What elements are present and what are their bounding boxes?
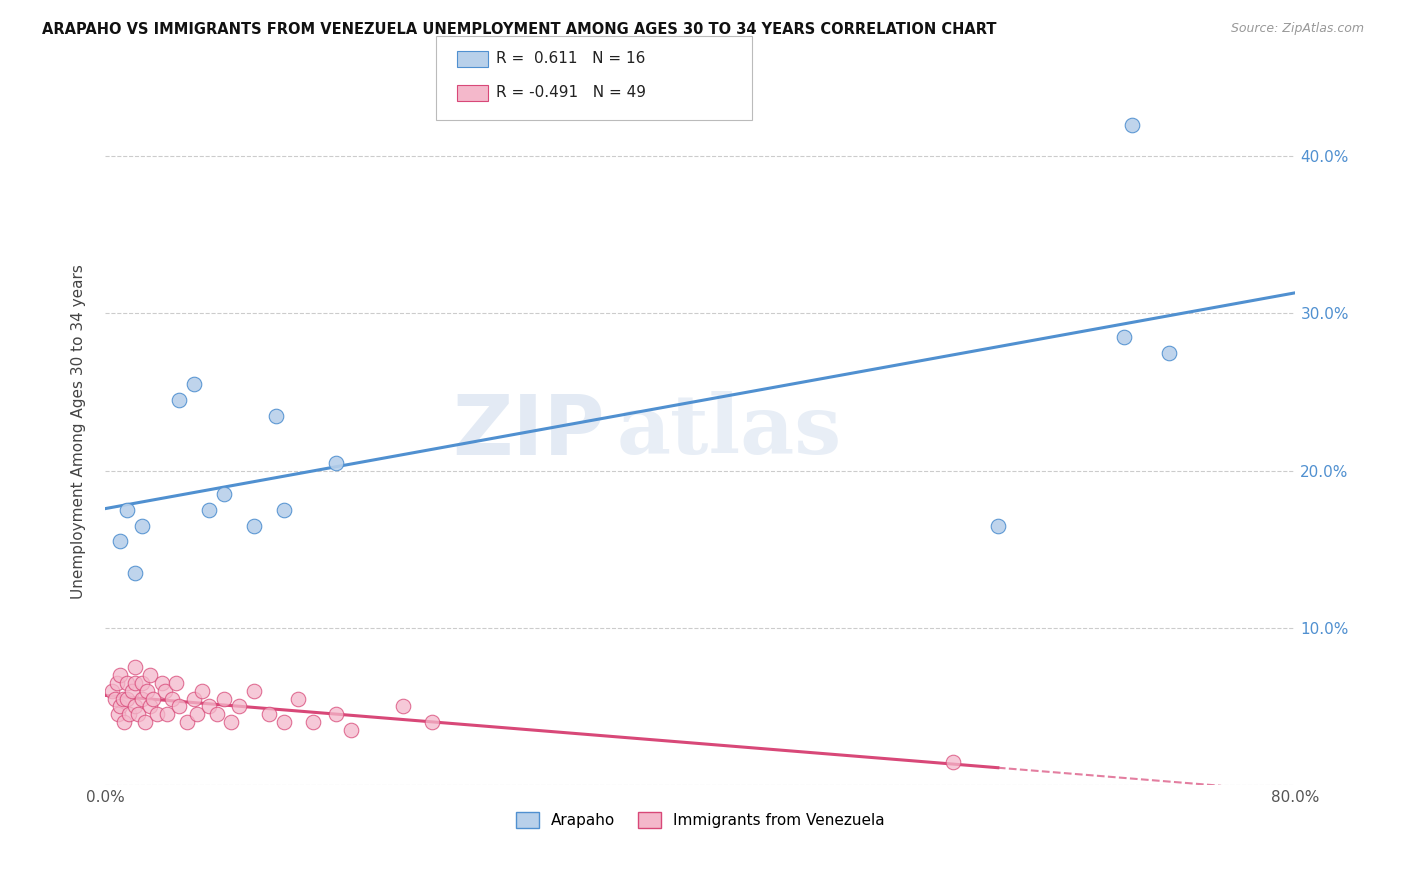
Point xyxy=(264,409,287,423)
Point xyxy=(131,676,153,690)
Point xyxy=(198,699,221,714)
Point xyxy=(302,715,325,730)
Text: ARAPAHO VS IMMIGRANTS FROM VENEZUELA UNEMPLOYMENT AMONG AGES 30 TO 34 YEARS CORR: ARAPAHO VS IMMIGRANTS FROM VENEZUELA UNE… xyxy=(42,22,997,37)
Point xyxy=(112,715,135,730)
Text: R =  0.611   N = 16: R = 0.611 N = 16 xyxy=(496,52,645,66)
Point xyxy=(108,699,131,714)
Point xyxy=(243,683,266,698)
Legend: Arapaho, Immigrants from Venezuela: Arapaho, Immigrants from Venezuela xyxy=(509,805,891,834)
Point xyxy=(107,707,129,722)
Text: ZIP: ZIP xyxy=(453,391,605,472)
Point xyxy=(391,699,413,714)
Point xyxy=(273,503,295,517)
Point xyxy=(169,699,191,714)
Text: Source: ZipAtlas.com: Source: ZipAtlas.com xyxy=(1230,22,1364,36)
Point xyxy=(111,691,134,706)
Y-axis label: Unemployment Among Ages 30 to 34 years: Unemployment Among Ages 30 to 34 years xyxy=(72,264,86,599)
Point xyxy=(124,676,146,690)
Point xyxy=(118,707,141,722)
Point xyxy=(117,503,139,517)
Point xyxy=(142,691,165,706)
Point xyxy=(134,715,156,730)
Point xyxy=(183,691,205,706)
Point xyxy=(146,707,169,722)
Point xyxy=(138,699,160,714)
Point xyxy=(135,683,157,698)
Point xyxy=(287,691,309,706)
Point xyxy=(325,707,347,722)
Point xyxy=(165,676,187,690)
Point xyxy=(169,392,191,407)
Point xyxy=(243,518,266,533)
Point xyxy=(121,683,143,698)
Point xyxy=(176,715,198,730)
Text: atlas: atlas xyxy=(617,392,842,471)
Point xyxy=(228,699,250,714)
Point xyxy=(101,683,124,698)
Point xyxy=(124,660,146,674)
Point xyxy=(325,456,347,470)
Point xyxy=(124,566,146,580)
Point xyxy=(1114,330,1136,344)
Point xyxy=(190,683,212,698)
Point xyxy=(108,534,131,549)
Point xyxy=(156,707,179,722)
Point xyxy=(205,707,228,722)
Point xyxy=(339,723,361,737)
Point xyxy=(273,715,295,730)
Point xyxy=(131,518,153,533)
Point xyxy=(1121,118,1143,132)
Point xyxy=(221,715,243,730)
Point xyxy=(117,676,139,690)
Point xyxy=(138,668,160,682)
Point xyxy=(131,691,153,706)
Point xyxy=(257,707,280,722)
Point xyxy=(127,707,149,722)
Point xyxy=(160,691,183,706)
Text: R = -0.491   N = 49: R = -0.491 N = 49 xyxy=(496,86,647,100)
Point xyxy=(422,715,444,730)
Point xyxy=(212,691,235,706)
Point xyxy=(186,707,208,722)
Point xyxy=(1157,345,1180,359)
Point xyxy=(105,676,128,690)
Point xyxy=(942,755,965,769)
Point xyxy=(153,683,176,698)
Point xyxy=(212,487,235,501)
Point xyxy=(183,377,205,392)
Point xyxy=(124,699,146,714)
Point xyxy=(104,691,127,706)
Point xyxy=(987,518,1010,533)
Point xyxy=(150,676,173,690)
Point xyxy=(108,668,131,682)
Point xyxy=(117,691,139,706)
Point xyxy=(198,503,221,517)
